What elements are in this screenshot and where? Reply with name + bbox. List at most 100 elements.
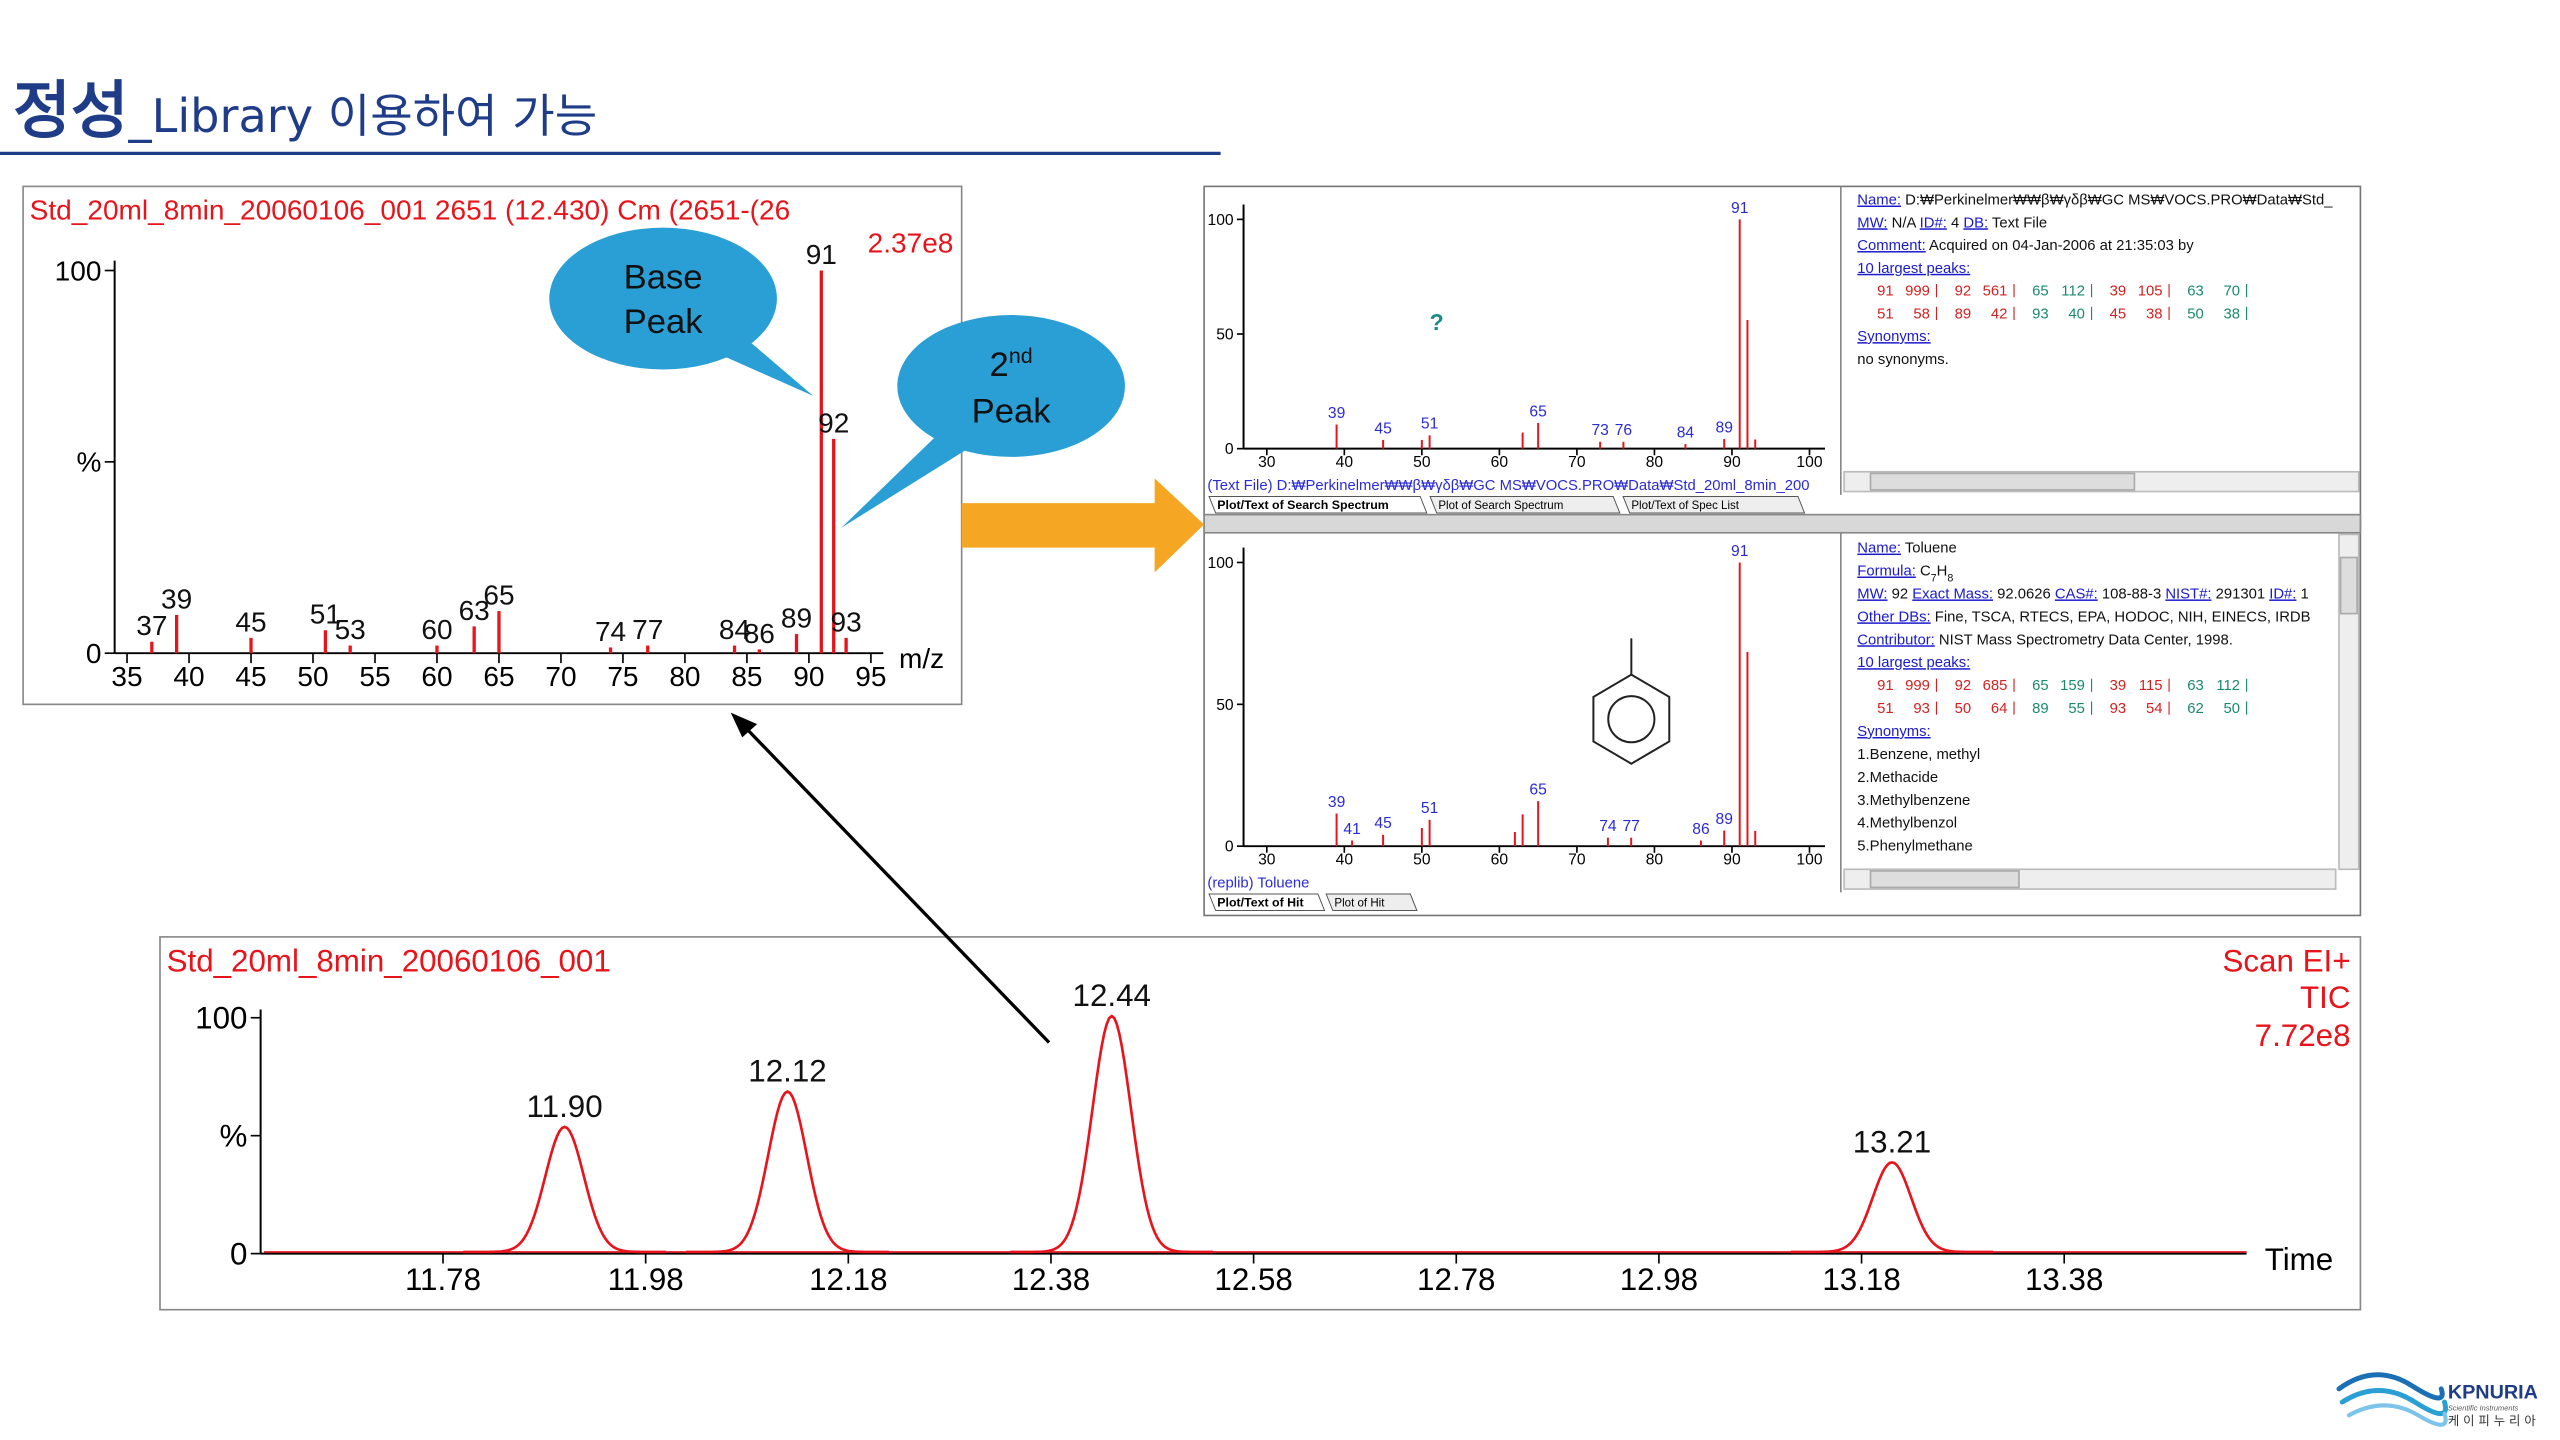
tab[interactable] — [1325, 893, 1418, 912]
peak-mz: 50 — [1955, 701, 1972, 717]
tab-label[interactable]: Plot of Search Spectrum — [1438, 500, 1563, 512]
scrollbar[interactable] — [2338, 533, 2360, 871]
peak-label: 37 — [136, 610, 167, 641]
peak-intensity: 112 — [2216, 678, 2240, 694]
info-text: 4.Methylbenzol — [1857, 816, 1957, 832]
arrow — [739, 721, 1051, 1044]
info-text: Toluene — [1901, 541, 1957, 557]
peak-label: 63 — [459, 595, 490, 626]
info-line: 10 largest peaks: — [1857, 261, 1970, 277]
peak-label: 11.90 — [527, 1089, 603, 1124]
x-tick-label: 12.98 — [1620, 1262, 1698, 1297]
logo-tagline: Scientific Instruments — [2448, 1403, 2519, 1412]
info-line: Name: Toluene — [1857, 541, 1956, 557]
peak-mz: 89 — [1955, 306, 1972, 322]
tab-label[interactable]: Plot/Text of Spec List — [1631, 500, 1739, 512]
info-sub: 7 — [1931, 573, 1937, 585]
peak-intensity: 58 — [1913, 306, 1930, 322]
x-tick-label: 40 — [173, 661, 204, 692]
x-tick-label: 30 — [1258, 851, 1276, 868]
info-label: 10 largest peaks: — [1857, 655, 1970, 671]
y-tick-label: 0 — [86, 638, 102, 669]
info-text: 291301 — [2211, 586, 2269, 602]
info-line: 10 largest peaks: — [1857, 655, 1970, 671]
x-tick-label: 11.78 — [405, 1262, 481, 1297]
x-tick-label: 65 — [483, 661, 514, 692]
tab[interactable] — [1622, 495, 1806, 514]
scroll-thumb[interactable] — [1869, 472, 2136, 491]
title-rest: _Library 이용하여 가능 — [128, 89, 598, 143]
chromatogram-peak — [463, 1125, 666, 1254]
peak-intensity: 93 — [1913, 701, 1930, 717]
peak-mz: 39 — [2110, 678, 2127, 694]
peak-label: 77 — [632, 614, 663, 645]
chromatogram-peak — [1010, 1014, 1214, 1254]
peak-mz: 93 — [2032, 306, 2049, 322]
peak-mz: 51 — [1877, 701, 1894, 717]
callout-text: Peak — [624, 303, 704, 341]
peak-label: 77 — [1622, 818, 1639, 835]
peak-intensity: 159 — [2060, 678, 2085, 694]
x-tick-label: 40 — [1336, 454, 1354, 471]
peak-intensity: 42 — [1991, 306, 2008, 322]
tab[interactable] — [1208, 893, 1326, 912]
peak-intensity: 40 — [2068, 306, 2085, 322]
x-tick-label: 12.38 — [1012, 1262, 1090, 1297]
y-tick-label: 50 — [1216, 327, 1234, 344]
info-label: DB: — [1963, 215, 1988, 231]
peak-label: 65 — [1529, 403, 1547, 420]
tab-label[interactable]: Plot/Text of Search Spectrum — [1217, 498, 1388, 512]
info-text: Fine, TSCA, RTECS, EPA, HODOC, NIH, EINE… — [1931, 609, 2311, 625]
info-label: NIST#: — [2165, 586, 2211, 602]
y-tick-label: 0 — [1225, 839, 1234, 856]
x-tick-label: 80 — [669, 661, 700, 692]
peak-label: 86 — [1692, 821, 1710, 838]
peak-mz: 39 — [2110, 284, 2127, 300]
tab-label[interactable]: Plot/Text of Hit — [1217, 895, 1303, 909]
peak-intensity: 70 — [2224, 284, 2241, 300]
info-text: 4 — [1947, 215, 1964, 231]
callout-number: 2 — [990, 346, 1009, 384]
x-tick-label: 60 — [1491, 851, 1509, 868]
tab-label[interactable]: Plot of Hit — [1334, 897, 1385, 909]
info-line: 2.Methacide — [1857, 770, 1938, 786]
info-line: Contributor: NIST Mass Spectrometry Data… — [1857, 632, 2233, 648]
info-line: 3.Methylbenzene — [1857, 793, 1970, 809]
info-label: Contributor: — [1857, 632, 1934, 648]
x-tick-label: 60 — [1491, 454, 1509, 471]
scroll-thumb[interactable] — [1869, 870, 2020, 889]
x-tick-label: 90 — [793, 661, 824, 692]
info-line: Comment: Acquired on 04-Jan-2006 at 21:3… — [1857, 238, 2194, 254]
x-tick-label: 11.98 — [608, 1262, 684, 1297]
peak-intensity: 64 — [1991, 701, 2008, 717]
y-tick-label: % — [77, 447, 102, 478]
peak-intensity: 561 — [1983, 284, 2008, 300]
info-text: 1 — [2296, 586, 2308, 602]
peak-label: 65 — [483, 580, 514, 611]
peak-label: 89 — [1715, 419, 1732, 436]
annotation: TIC — [2300, 980, 2350, 1015]
callout — [897, 315, 1125, 457]
info-label: CAS#: — [2055, 586, 2098, 602]
y-tick-label: 0 — [1225, 441, 1234, 458]
peak-label: 93 — [831, 606, 862, 637]
tab[interactable] — [1208, 495, 1428, 514]
scroll-thumb[interactable] — [2339, 556, 2358, 615]
info-line: no synonyms. — [1857, 352, 1948, 368]
peak-intensity: 50 — [2224, 701, 2241, 717]
peak-intensity: 685 — [1983, 678, 2008, 694]
tab[interactable] — [1429, 495, 1621, 514]
chart-title: Std_20ml_8min_20060106_001 — [167, 944, 611, 979]
peak-label: 39 — [161, 583, 192, 614]
peak-label: 60 — [421, 614, 452, 645]
peak-mz: 63 — [2187, 678, 2204, 694]
peak-mz: 50 — [2187, 306, 2204, 322]
info-label: ID#: — [2269, 586, 2296, 602]
x-tick-label: 55 — [359, 661, 390, 692]
peak-intensity: 999 — [1905, 678, 1930, 694]
info-text: 3.Methylbenzene — [1857, 793, 1970, 809]
info-line: 5.Phenylmethane — [1857, 839, 1972, 855]
peak-label: 74 — [1599, 818, 1617, 835]
